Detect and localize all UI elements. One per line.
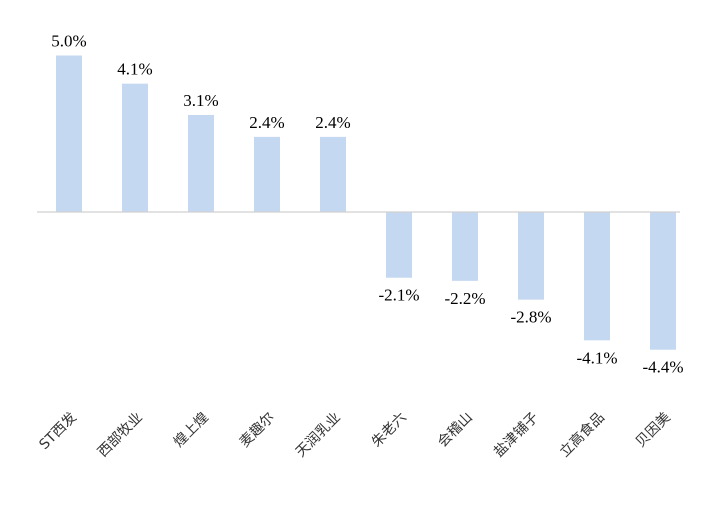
bars-group <box>56 55 676 350</box>
data-label: -2.2% <box>444 289 485 308</box>
category-tick-label: 盐津铺子 <box>491 410 542 461</box>
data-label: -2.8% <box>510 308 551 327</box>
category-tick-label: 贝因美 <box>633 410 674 451</box>
data-label: 5.0% <box>51 32 86 51</box>
category-tick-label: 麦趣尔 <box>237 410 278 451</box>
category-tick-label: 立高食品 <box>556 409 608 461</box>
bar <box>254 136 280 212</box>
bar <box>452 212 478 281</box>
category-tick-label: 煌上煌 <box>171 410 212 451</box>
category-tick-label: 西部牧业 <box>95 410 146 461</box>
data-label: 2.4% <box>315 113 350 132</box>
bar <box>584 212 610 341</box>
category-tick-label: 天润乳业 <box>293 410 344 461</box>
data-label: 3.1% <box>183 91 218 110</box>
category-tick-label: 会稽山 <box>435 410 476 451</box>
category-tick-label: ST西发 <box>36 410 79 453</box>
category-labels-group: ST西发 西部牧业 煌上煌 麦趣尔 天润乳业 朱老六 会稽山 盐津铺子 立高食品 贝因美 <box>36 409 673 461</box>
bar <box>188 114 214 212</box>
category-tick-label: 朱老六 <box>369 410 410 451</box>
data-label: 4.1% <box>117 60 152 79</box>
bar <box>56 55 82 212</box>
value-labels-group: 5.0% 4.1% 3.1% 2.4% 2.4% -2.1% -2.2% -2.8% -4.1%… <box>51 32 683 377</box>
data-label: -4.4% <box>642 358 683 377</box>
data-label: -2.1% <box>378 286 419 305</box>
bar <box>518 212 544 300</box>
bar <box>122 83 148 212</box>
data-label: -4.1% <box>576 348 617 367</box>
bar <box>320 136 346 212</box>
bar <box>386 212 412 278</box>
bar <box>650 212 676 350</box>
data-label: 2.4% <box>249 113 284 132</box>
